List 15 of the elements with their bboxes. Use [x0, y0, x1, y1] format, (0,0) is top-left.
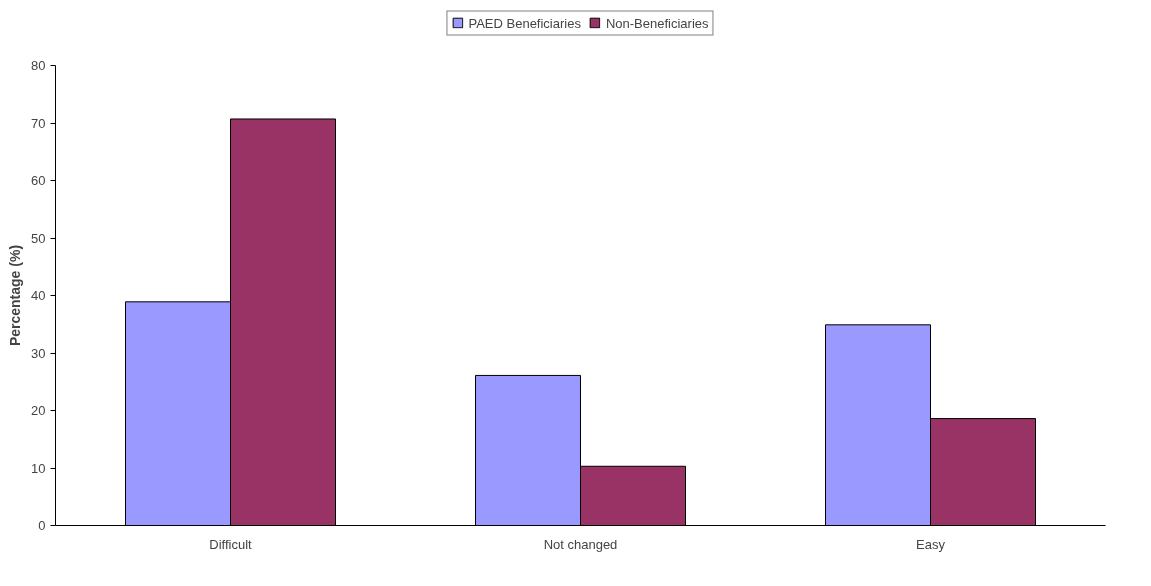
- y-tick-label: 40: [31, 288, 46, 303]
- y-tick-label: 80: [31, 58, 46, 73]
- x-tick-label: Difficult: [209, 536, 253, 552]
- y-tick-label: 10: [31, 460, 46, 476]
- legend-label: Non-Beneficiaries: [605, 15, 709, 30]
- y-tick-label: 30: [31, 345, 46, 361]
- y-axis-title: Percentage (%): [7, 244, 24, 347]
- x-tick-label: Easy: [916, 536, 946, 552]
- y-tick-label: 20: [31, 403, 46, 418]
- y-tick-label: 70: [31, 115, 46, 131]
- y-tick-label: 50: [31, 230, 46, 246]
- x-tick-label: Not changed: [543, 536, 618, 552]
- legend-label: PAED Beneficiaries: [468, 15, 581, 30]
- y-tick-label: 0: [38, 518, 46, 533]
- y-tick-label: 60: [31, 173, 46, 188]
